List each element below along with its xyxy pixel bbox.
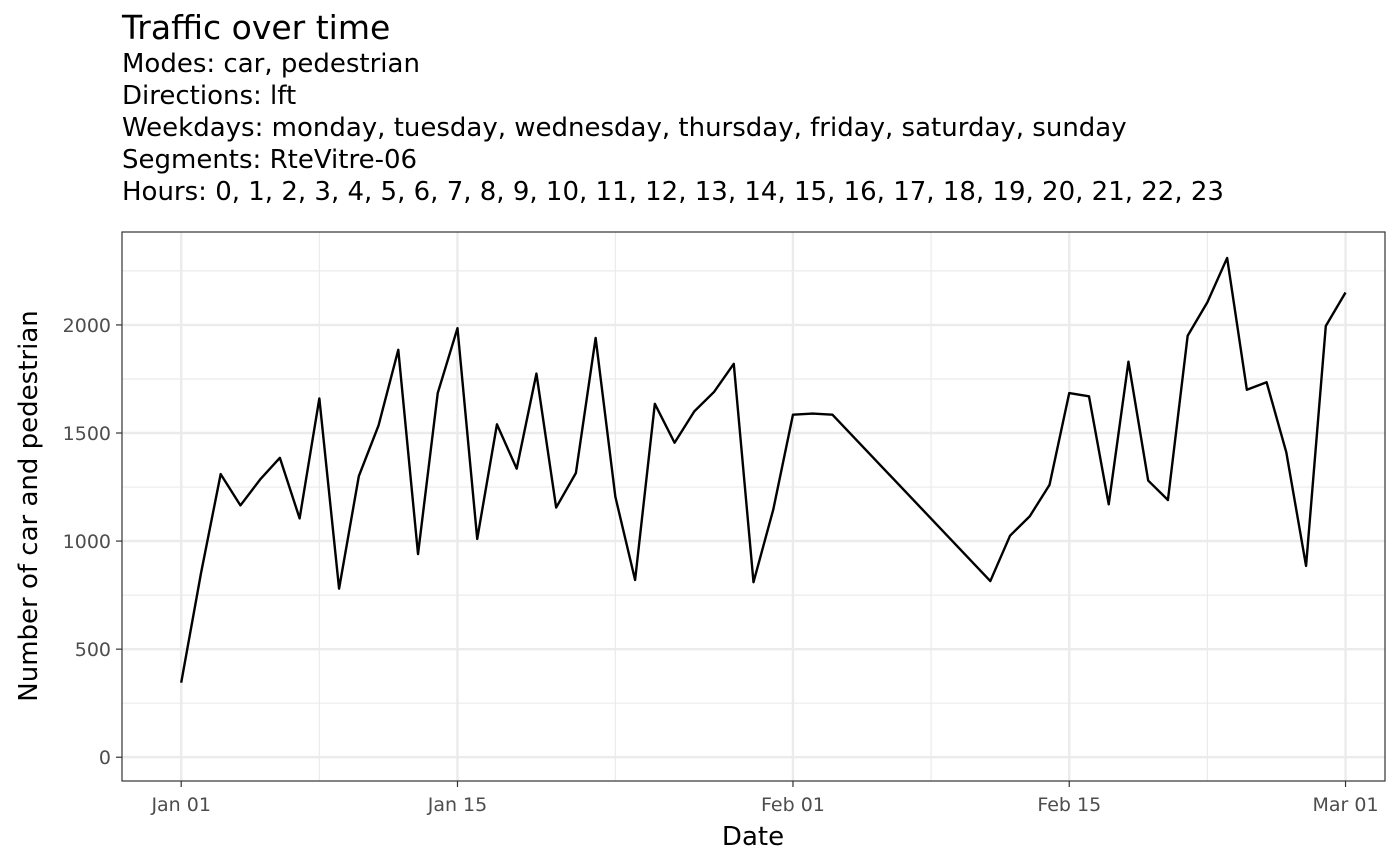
y-tick-label: 0 xyxy=(99,747,111,769)
y-tick-label: 1500 xyxy=(63,423,111,445)
x-tick-label: Jan 01 xyxy=(150,794,211,816)
chart-header: Traffic over time Modes: car, pedestrian… xyxy=(122,8,1392,208)
subtitle-directions: Directions: lft xyxy=(122,81,297,111)
y-tick-label: 500 xyxy=(75,639,111,661)
x-tick-label: Mar 01 xyxy=(1312,794,1378,816)
plot-panel-background xyxy=(122,232,1385,781)
subtitle-segments: Segments: RteVitre-06 xyxy=(122,145,418,175)
series-line xyxy=(180,256,1347,683)
y-tick-label: 1000 xyxy=(63,531,111,553)
x-tick-label: Feb 15 xyxy=(1037,794,1101,816)
y-axis: 0 500 1000 1500 2000 xyxy=(63,315,122,769)
minor-gridlines xyxy=(122,232,1385,781)
chart-title: Traffic over time xyxy=(122,8,391,47)
chart-subtitle: Modes: car, pedestrian Directions: lft W… xyxy=(122,48,1392,208)
x-axis: Jan 01 Jan 15 Feb 01 Feb 15 Mar 01 xyxy=(150,781,1379,816)
subtitle-hours: Hours: 0, 1, 2, 3, 4, 5, 6, 7, 8, 9, 10,… xyxy=(122,177,1224,207)
series-layer xyxy=(180,256,1347,683)
major-gridlines xyxy=(122,232,1385,781)
x-axis-title: Date xyxy=(722,822,784,852)
subtitle-modes: Modes: car, pedestrian xyxy=(122,49,420,79)
y-axis-title: Number of car and pedestrian xyxy=(14,310,44,701)
x-tick-label: Feb 01 xyxy=(761,794,825,816)
x-tick-label: Jan 15 xyxy=(427,794,488,816)
plot-panel-border xyxy=(121,231,1386,782)
subtitle-weekdays: Weekdays: monday, tuesday, wednesday, th… xyxy=(122,113,1127,143)
y-tick-label: 2000 xyxy=(63,315,111,337)
